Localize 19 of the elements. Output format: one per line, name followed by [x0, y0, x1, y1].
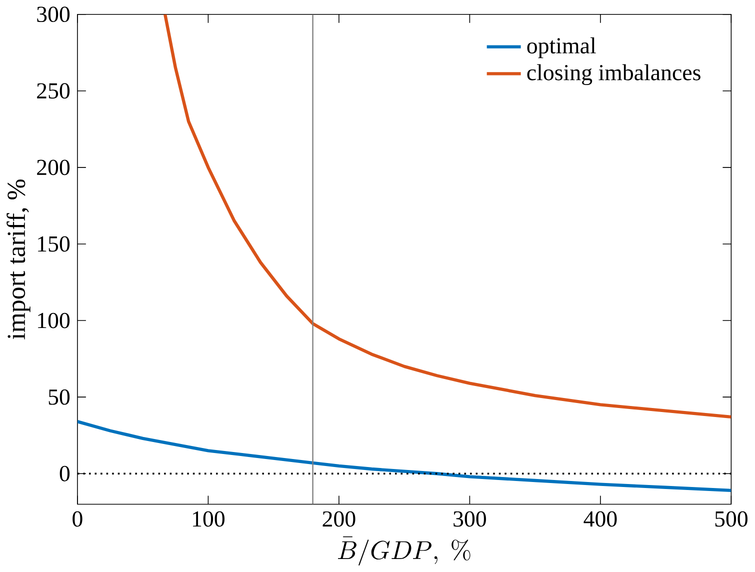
y-tick-label: 200: [37, 160, 70, 176]
y-tick-label: 50: [48, 389, 70, 405]
y-tick-label: 100: [38, 312, 70, 328]
x-tick-label: 200: [322, 511, 356, 527]
x-tick-label: 0: [72, 511, 82, 527]
x-tick-label: 400: [584, 511, 617, 527]
x-tick-label: 300: [454, 511, 486, 527]
line-series: [77, 420, 732, 492]
y-tick-label: 300: [37, 6, 70, 22]
y-tick-label: 150: [38, 236, 70, 252]
y-tick-label: 250: [37, 83, 70, 99]
x-tick-label: 500: [715, 511, 748, 527]
x-axis-title: $\bar{B}/GDP,\ \%$: [338, 536, 470, 566]
y-axis-title: import tariff, %: [6, 180, 30, 340]
legend-label: optimal: [527, 37, 596, 58]
x-tick-label: 100: [193, 511, 225, 527]
y-tick-label: 0: [60, 466, 70, 482]
line-series: [163, 14, 732, 419]
legend-label: closing imbalances: [527, 64, 700, 86]
